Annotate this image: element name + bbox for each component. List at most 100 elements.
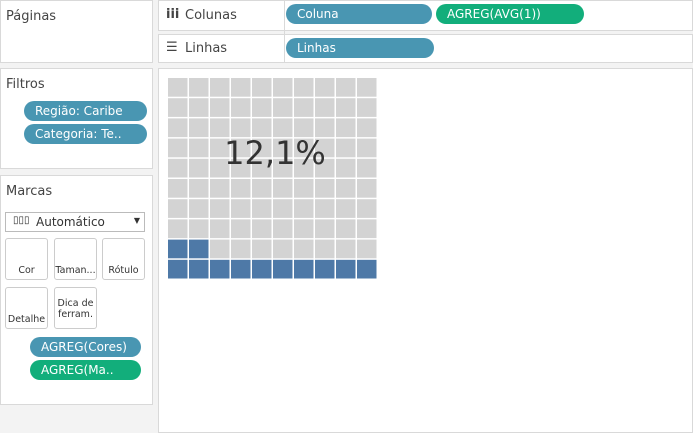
waffle-cell — [336, 219, 356, 239]
waffle-cell — [294, 158, 314, 178]
waffle-cell — [357, 199, 377, 218]
panel-title: Marcas — [6, 184, 53, 199]
waffle-cell — [336, 98, 356, 117]
waffle-cell — [273, 199, 293, 218]
waffle-cell — [315, 78, 335, 97]
waffle-cell-filled — [315, 259, 335, 279]
waffle-cell-filled — [273, 259, 293, 279]
size-button[interactable]: Taman... — [54, 238, 97, 280]
shelf-label: Linhas — [185, 41, 228, 56]
waffle-cell — [168, 179, 188, 198]
waffle-cell — [357, 219, 377, 239]
waffle-cell — [336, 199, 356, 218]
panel-title: Páginas — [6, 9, 57, 24]
waffle-cell — [168, 199, 188, 218]
waffle-cell — [357, 118, 377, 138]
waffle-cell — [294, 98, 314, 117]
waffle-cell — [189, 98, 209, 117]
waffle-cell — [252, 138, 272, 158]
pages-panel: Páginas — [0, 0, 153, 63]
waffle-cell — [189, 138, 209, 158]
waffle-cell — [273, 118, 293, 138]
waffle-cell — [231, 118, 251, 138]
button-label: Detalhe — [7, 314, 46, 325]
waffle-cell-filled — [357, 259, 377, 279]
waffle-cell — [336, 138, 356, 158]
waffle-cell — [210, 239, 230, 259]
waffle-cell — [294, 219, 314, 239]
button-label: Dica de ferram. — [57, 298, 94, 320]
waffle-cell — [231, 219, 251, 239]
waffle-cell — [231, 138, 251, 158]
tooltip-button[interactable]: Dica de ferram. — [54, 287, 97, 329]
waffle-cell — [252, 179, 272, 198]
waffle-cell — [210, 179, 230, 198]
waffle-cell — [294, 179, 314, 198]
waffle-cell — [252, 219, 272, 239]
column-pill[interactable]: Coluna — [286, 4, 432, 24]
mark-type-dropdown[interactable]: ▯▯▯ Automático ▼ — [5, 212, 145, 232]
waffle-cell — [210, 118, 230, 138]
row-pill[interactable]: Linhas — [286, 38, 434, 58]
waffle-cell — [168, 78, 188, 97]
waffle-cell — [210, 138, 230, 158]
waffle-cell — [294, 239, 314, 259]
waffle-cell — [315, 138, 335, 158]
waffle-cell — [210, 199, 230, 218]
waffle-cell — [273, 138, 293, 158]
waffle-cell-filled — [168, 259, 188, 279]
dropdown-text: Automático — [36, 215, 105, 229]
waffle-cell — [252, 158, 272, 178]
button-label: Cor — [18, 265, 35, 276]
waffle-cell-filled — [252, 259, 272, 279]
waffle-cell — [189, 118, 209, 138]
waffle-cell — [231, 98, 251, 117]
waffle-cell — [189, 179, 209, 198]
filter-pill[interactable]: Categoria: Te.. — [24, 124, 147, 144]
waffle-cell — [231, 239, 251, 259]
waffle-cell — [315, 158, 335, 178]
waffle-cell — [315, 199, 335, 218]
waffle-cell — [231, 78, 251, 97]
waffle-cell — [315, 118, 335, 138]
waffle-cell — [273, 219, 293, 239]
waffle-cell-filled — [189, 259, 209, 279]
panel-title: Filtros — [6, 77, 45, 92]
waffle-cell-filled — [336, 259, 356, 279]
waffle-cell — [168, 118, 188, 138]
marks-pill[interactable]: AGREG(Ma.. — [30, 360, 141, 380]
waffle-cell — [336, 239, 356, 259]
waffle-cell — [231, 158, 251, 178]
waffle-cell — [252, 118, 272, 138]
button-label: Rótulo — [108, 265, 139, 276]
waffle-cell — [189, 78, 209, 97]
detail-button[interactable]: Detalhe — [5, 287, 48, 329]
column-pill[interactable]: AGREG(AVG(1)) — [436, 4, 584, 24]
waffle-cell — [336, 179, 356, 198]
label-button[interactable]: Rótulo — [102, 238, 145, 280]
waffle-cell — [336, 158, 356, 178]
waffle-cell — [168, 138, 188, 158]
waffle-label: 12,1% — [224, 134, 326, 172]
waffle-cell — [273, 98, 293, 117]
waffle-cell-filled — [210, 259, 230, 279]
waffle-cell-filled — [189, 239, 209, 259]
waffle-cell — [357, 138, 377, 158]
waffle-cell — [210, 219, 230, 239]
color-button[interactable]: Cor — [5, 238, 48, 280]
waffle-cell — [294, 118, 314, 138]
waffle-cell — [273, 78, 293, 97]
waffle-cell — [357, 239, 377, 259]
filter-pill[interactable]: Região: Caribe — [24, 101, 147, 121]
waffle-cell — [336, 78, 356, 97]
waffle-cell — [189, 158, 209, 178]
shelf-label: Colunas — [185, 8, 237, 23]
waffle-cell — [357, 78, 377, 97]
waffle-cell — [336, 118, 356, 138]
waffle-cell-filled — [294, 259, 314, 279]
waffle-cell — [294, 199, 314, 218]
waffle-cell — [273, 179, 293, 198]
waffle-cell — [315, 219, 335, 239]
marks-pill[interactable]: AGREG(Cores) — [30, 337, 141, 357]
